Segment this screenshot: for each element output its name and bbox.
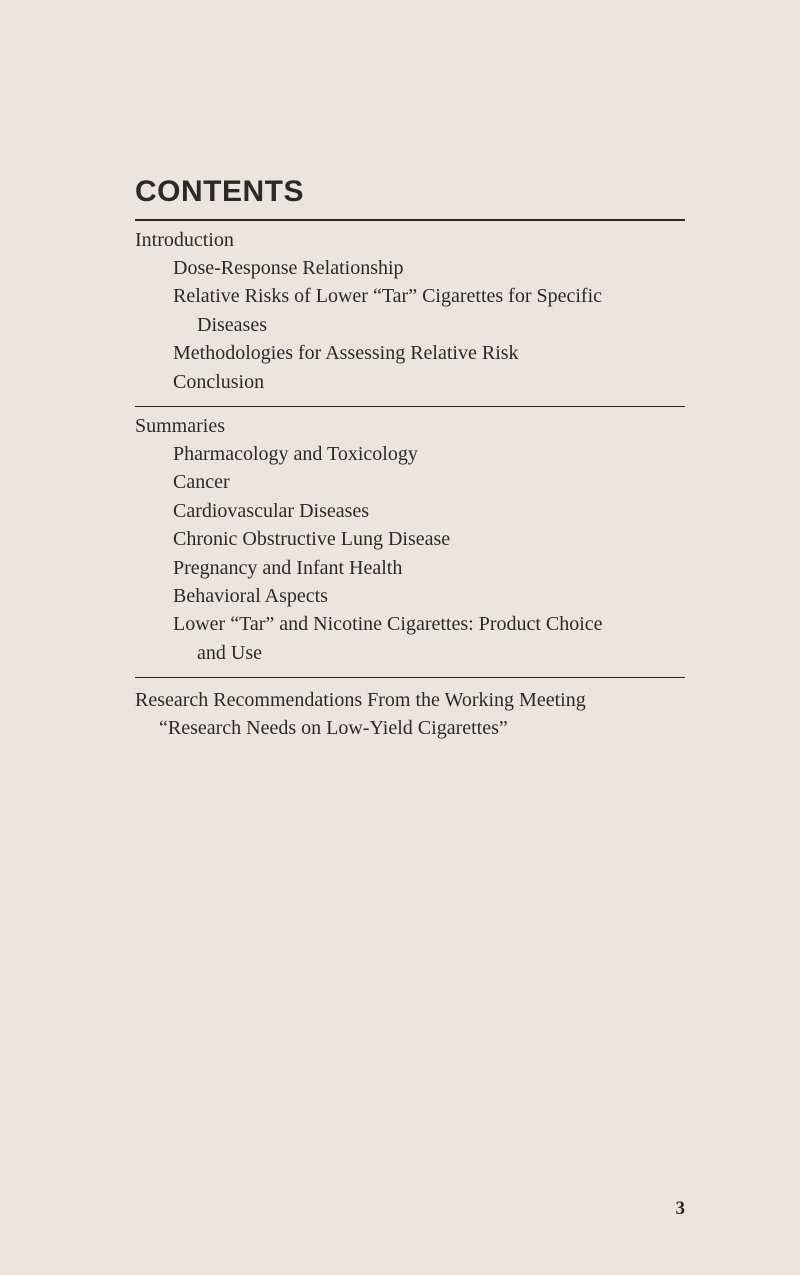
section-research: Research Recommendations From the Workin… (135, 686, 685, 743)
entry-methodologies: Methodologies for Assessing Relative Ris… (135, 339, 685, 367)
research-heading: Research Recommendations From the Workin… (135, 686, 685, 714)
rule-top (135, 219, 685, 221)
section-introduction: Introduction Dose-Response Relationship … (135, 229, 685, 396)
entry-cardiovascular: Cardiovascular Diseases (135, 497, 685, 525)
entry-pregnancy: Pregnancy and Infant Health (135, 554, 685, 582)
contents-title: CONTENTS (135, 175, 685, 209)
research-sub: “Research Needs on Low-Yield Cigarettes” (135, 714, 685, 742)
entry-lower-tar-cont: and Use (135, 639, 685, 667)
page-content: CONTENTS Introduction Dose-Response Rela… (0, 0, 800, 803)
entry-chronic: Chronic Obstructive Lung Disease (135, 525, 685, 553)
entry-cancer: Cancer (135, 468, 685, 496)
entry-dose-response: Dose-Response Relationship (135, 254, 685, 282)
entry-relative-risks-cont: Diseases (135, 311, 685, 339)
entry-lower-tar: Lower “Tar” and Nicotine Cigarettes: Pro… (135, 610, 685, 638)
page-number: 3 (676, 1198, 686, 1220)
rule-mid-2 (135, 677, 685, 678)
section-summaries: Summaries Pharmacology and Toxicology Ca… (135, 415, 685, 667)
introduction-heading: Introduction (135, 229, 685, 252)
entry-pharmacology: Pharmacology and Toxicology (135, 440, 685, 468)
summaries-heading: Summaries (135, 415, 685, 438)
entry-behavioral: Behavioral Aspects (135, 582, 685, 610)
entry-conclusion: Conclusion (135, 368, 685, 396)
entry-relative-risks: Relative Risks of Lower “Tar” Cigarettes… (135, 282, 685, 310)
rule-mid-1 (135, 406, 685, 407)
